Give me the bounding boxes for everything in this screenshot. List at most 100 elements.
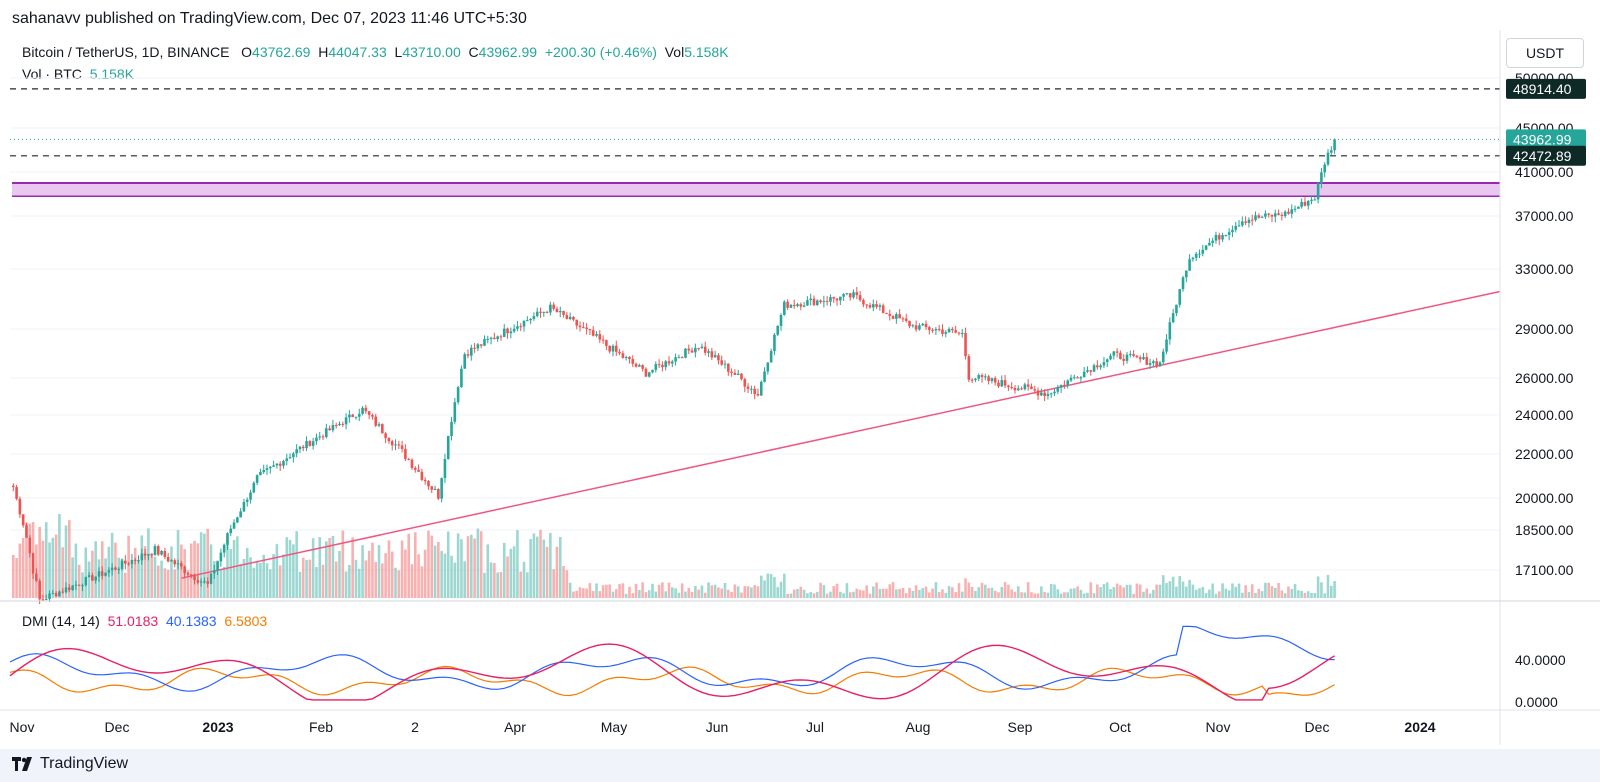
candle-body xyxy=(173,560,177,565)
candle-body xyxy=(522,320,526,327)
volume-bar xyxy=(1092,593,1096,598)
volume-bar xyxy=(1185,586,1188,598)
volume-bar xyxy=(236,536,239,598)
volume-bar xyxy=(539,529,542,598)
change-value: +200.30 (+0.46%) xyxy=(544,44,657,60)
candle-body xyxy=(81,585,84,587)
candle-body xyxy=(51,593,55,595)
volume-bar xyxy=(670,587,674,598)
volume-bar xyxy=(1188,579,1191,598)
tradingview-logo[interactable]: TradingView xyxy=(12,755,128,773)
volume-bar xyxy=(1260,591,1264,598)
volume-bar xyxy=(545,546,549,598)
candle-body xyxy=(38,580,41,600)
candle-body xyxy=(796,304,799,307)
volume-bar xyxy=(381,563,384,598)
candle-body xyxy=(117,568,121,570)
candle-body xyxy=(631,359,635,364)
volume-bar xyxy=(84,547,88,598)
volume-bar xyxy=(1267,582,1270,598)
candle-body xyxy=(621,353,625,358)
candle-body xyxy=(529,318,532,321)
candle-body xyxy=(1003,380,1007,386)
candle-body xyxy=(654,364,658,370)
dmi-adx-line xyxy=(9,665,1335,697)
volume-bar xyxy=(727,589,730,598)
volume-bar xyxy=(1208,589,1211,598)
candle-body xyxy=(470,347,473,356)
candle-body xyxy=(1135,355,1139,358)
volume-bar xyxy=(694,586,697,598)
volume-bar xyxy=(644,592,648,598)
volume-bar xyxy=(1132,593,1135,598)
volume-bar xyxy=(216,560,219,598)
chart-grid xyxy=(10,77,1500,571)
candle-body xyxy=(1224,234,1228,236)
candle-body xyxy=(64,587,68,593)
candle-body xyxy=(881,305,885,313)
candle-body xyxy=(970,379,974,381)
candle-body xyxy=(245,499,249,503)
dmi-label[interactable]: DMI (14, 14) xyxy=(22,613,100,629)
price-chart[interactable]: 50000.0045000.0041000.0037000.0033000.00… xyxy=(0,0,1600,749)
candle-body xyxy=(829,297,832,302)
volume-bar xyxy=(354,559,358,598)
volume-bar xyxy=(292,544,295,598)
dmi-adx-value: 6.5803 xyxy=(224,613,268,629)
candle-body xyxy=(901,318,905,320)
volume-bar xyxy=(750,587,753,598)
candle-body xyxy=(1267,213,1270,215)
symbol-name[interactable]: Bitcoin / TetherUS, 1D, BINANCE xyxy=(22,44,230,60)
candle-body xyxy=(941,329,944,334)
volume-bar xyxy=(753,585,756,598)
candle-body xyxy=(572,316,575,320)
volume-bar xyxy=(522,561,526,598)
volume-bar xyxy=(1026,582,1030,598)
volume-bar xyxy=(1063,592,1066,598)
candle-body xyxy=(305,441,308,449)
volume-bar xyxy=(1040,586,1043,598)
volume-bar xyxy=(812,593,816,598)
candle-body xyxy=(1155,361,1158,367)
volume-bar xyxy=(628,586,631,598)
volume-bar xyxy=(394,567,397,598)
volume-bar xyxy=(1158,584,1162,598)
volume-bar xyxy=(789,593,793,598)
volume-bar xyxy=(1016,586,1020,598)
volume-bar xyxy=(18,543,22,598)
time-axis-label: Feb xyxy=(309,719,333,735)
candle-body xyxy=(585,327,588,329)
candle-body xyxy=(733,372,737,375)
candle-body xyxy=(127,563,130,565)
candle-body xyxy=(845,293,849,295)
volume-bar xyxy=(308,559,312,598)
volume-bar xyxy=(868,593,872,598)
volume-bar xyxy=(1109,589,1112,598)
candle-body xyxy=(21,514,25,526)
volume-bar xyxy=(413,532,417,598)
candle-body xyxy=(1237,225,1241,227)
volume-bar xyxy=(519,571,523,598)
candle-body xyxy=(440,478,443,499)
volume-bar xyxy=(212,561,216,598)
volume-bar xyxy=(61,547,65,598)
dmi-minus-value: 40.1383 xyxy=(165,613,217,629)
candle-body xyxy=(413,467,417,470)
volume-bar xyxy=(1270,586,1274,598)
price-axis-label: 24000.00 xyxy=(1515,407,1574,423)
candle-body xyxy=(641,365,644,369)
currency-button[interactable]: USDT xyxy=(1506,38,1584,68)
volume-bar xyxy=(901,587,905,598)
candle-body xyxy=(822,301,826,303)
volume-bar xyxy=(852,591,855,598)
volume-bar xyxy=(1234,586,1238,598)
candle-body xyxy=(753,388,756,394)
volume-bar xyxy=(473,538,476,598)
volume-bar xyxy=(1138,584,1142,598)
volume-bar xyxy=(740,592,743,598)
candle-body xyxy=(1260,216,1264,218)
candle-body xyxy=(463,354,467,369)
candle-body xyxy=(1089,370,1093,372)
volume-bar xyxy=(41,540,45,598)
volume-bar xyxy=(1283,593,1287,598)
